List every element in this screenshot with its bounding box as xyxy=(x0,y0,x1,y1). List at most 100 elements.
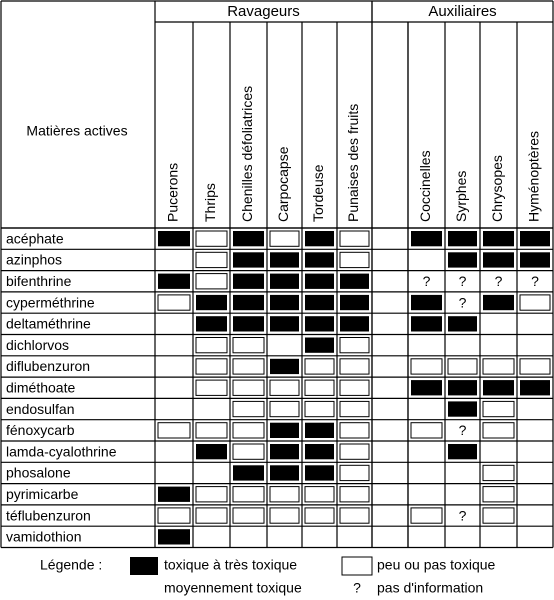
low-toxic-cell xyxy=(339,507,370,524)
moderate-cell xyxy=(411,465,442,481)
toxic-cell xyxy=(340,273,369,289)
low-toxic-cell xyxy=(447,358,478,375)
toxic-cell xyxy=(305,231,334,247)
toxic-cell xyxy=(158,231,190,247)
low-toxic-cell xyxy=(195,230,228,247)
moderate-cell xyxy=(520,465,550,481)
low-toxic-cell xyxy=(482,507,515,524)
moderate-cell xyxy=(158,444,190,460)
low-toxic-cell xyxy=(157,507,191,524)
moderate-cell xyxy=(270,337,299,353)
column-header: Coccinelles xyxy=(417,150,433,222)
low-toxic-cell xyxy=(304,358,335,375)
low-toxic-cell xyxy=(269,507,300,524)
row-label: diflubenzuron xyxy=(6,358,90,374)
low-toxic-cell xyxy=(482,464,515,482)
low-toxic-cell xyxy=(339,486,370,503)
low-toxic-cell xyxy=(339,251,370,269)
row-label: fénoxycarb xyxy=(6,422,75,438)
column-header: Tordeuse xyxy=(310,164,326,222)
toxic-cell xyxy=(270,252,299,268)
toxic-cell xyxy=(483,294,514,311)
toxic-cell xyxy=(233,294,264,311)
row-label: endosulfan xyxy=(6,401,75,417)
toxic-cell xyxy=(340,294,369,311)
moderate-cell xyxy=(520,401,550,417)
toxic-cell xyxy=(196,294,227,311)
toxic-cell xyxy=(305,252,334,268)
moderate-cell xyxy=(483,444,514,460)
toxic-cell xyxy=(158,529,190,545)
column-header: Chrysopes xyxy=(489,155,505,222)
low-toxic-cell xyxy=(195,273,228,290)
low-toxic-cell xyxy=(195,486,228,503)
moderate-cell xyxy=(448,486,477,502)
low-toxic-cell xyxy=(195,507,228,524)
toxic-cell xyxy=(520,252,550,268)
toxic-cell xyxy=(448,444,477,460)
low-toxic-cell xyxy=(232,507,265,524)
low-toxic-cell xyxy=(339,358,370,375)
low-toxic-cell xyxy=(304,379,335,396)
moderate-cell xyxy=(158,380,190,396)
moderate-cell xyxy=(520,444,550,460)
moderate-cell xyxy=(305,529,334,545)
moderate-cell xyxy=(483,337,514,353)
moderate-cell xyxy=(411,444,442,460)
moderate-cell xyxy=(158,337,190,353)
low-toxic-cell xyxy=(269,400,300,418)
moderate-cell xyxy=(270,529,299,545)
moderate-cell xyxy=(448,337,477,353)
toxic-cell xyxy=(196,444,227,460)
column-header: Syrphes xyxy=(453,171,469,222)
low-toxic-cell xyxy=(195,379,228,396)
toxic-cell xyxy=(305,316,334,332)
legend-label: toxique à très toxique xyxy=(164,557,297,573)
low-toxic-cell xyxy=(195,251,228,269)
moderate-cell xyxy=(411,529,442,545)
column-header: Punaises des fruits xyxy=(345,104,361,222)
moderate-cell xyxy=(520,337,550,353)
low-toxic-cell xyxy=(304,400,335,418)
moderate-cell xyxy=(196,465,227,481)
toxic-cell xyxy=(483,231,514,247)
low-toxic-cell xyxy=(519,358,551,375)
no-info-cell: ? xyxy=(495,273,503,289)
moderate-cell xyxy=(520,486,550,502)
row-label: bifenthrine xyxy=(6,273,72,289)
low-toxic-cell xyxy=(157,294,191,311)
no-info-cell: ? xyxy=(531,273,539,289)
legend-symbol: ? xyxy=(353,580,361,596)
row-label: lamda-cyalothrine xyxy=(6,443,117,459)
row-label: dichlorvos xyxy=(6,337,69,353)
low-toxic-cell xyxy=(269,379,300,396)
moderate-cell xyxy=(158,401,190,417)
toxic-cell xyxy=(270,465,299,481)
low-toxic-cell xyxy=(195,358,228,375)
low-toxic-cell xyxy=(232,337,265,354)
low-toxic-cell xyxy=(410,358,443,375)
low-toxic-cell xyxy=(232,358,265,375)
toxic-cell xyxy=(270,294,299,311)
moderate-cell xyxy=(520,507,550,524)
moderate-cell xyxy=(520,529,550,545)
toxic-cell xyxy=(448,231,477,247)
row-label: pyrimicarbe xyxy=(6,486,79,502)
toxic-cell xyxy=(270,422,299,438)
toxic-cell xyxy=(411,231,442,247)
toxic-cell xyxy=(233,231,264,247)
row-label: acéphate xyxy=(6,230,64,246)
low-toxic-cell xyxy=(232,400,265,418)
toxic-cell xyxy=(158,273,190,289)
toxic-cell xyxy=(411,380,442,396)
toxic-cell xyxy=(270,358,299,375)
toxic-cell xyxy=(411,316,442,332)
moderate-cell xyxy=(158,465,190,481)
toxic-cell xyxy=(270,273,299,289)
no-info-cell: ? xyxy=(423,273,431,289)
low-toxic-cell xyxy=(519,294,551,311)
low-toxic-cell xyxy=(339,443,370,460)
moderate-cell xyxy=(196,401,227,417)
low-toxic-cell xyxy=(269,486,300,503)
